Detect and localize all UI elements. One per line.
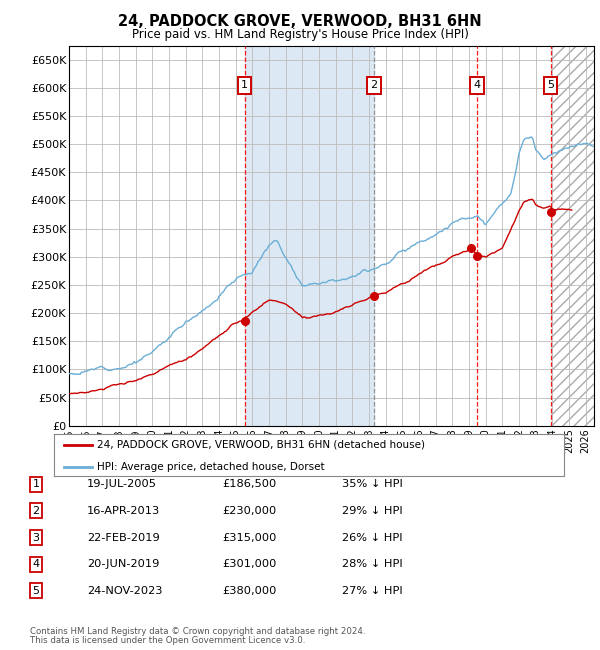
Text: £315,000: £315,000 — [222, 532, 277, 543]
Text: 5: 5 — [547, 81, 554, 90]
Text: 1: 1 — [32, 479, 40, 489]
Text: 19-JUL-2005: 19-JUL-2005 — [87, 479, 157, 489]
Text: 24-NOV-2023: 24-NOV-2023 — [87, 586, 163, 596]
Text: 16-APR-2013: 16-APR-2013 — [87, 506, 160, 516]
Text: Contains HM Land Registry data © Crown copyright and database right 2024.: Contains HM Land Registry data © Crown c… — [30, 627, 365, 636]
Text: 2: 2 — [32, 506, 40, 516]
Text: 1: 1 — [241, 81, 248, 90]
Text: 26% ↓ HPI: 26% ↓ HPI — [342, 532, 403, 543]
Text: 3: 3 — [32, 532, 40, 543]
Text: This data is licensed under the Open Government Licence v3.0.: This data is licensed under the Open Gov… — [30, 636, 305, 645]
Text: 29% ↓ HPI: 29% ↓ HPI — [342, 506, 403, 516]
Text: £301,000: £301,000 — [222, 559, 277, 569]
Bar — [551, 46, 594, 426]
Text: 20-JUN-2019: 20-JUN-2019 — [87, 559, 160, 569]
Text: 4: 4 — [32, 559, 40, 569]
Text: HPI: Average price, detached house, Dorset: HPI: Average price, detached house, Dors… — [97, 462, 325, 471]
Text: 24, PADDOCK GROVE, VERWOOD, BH31 6HN (detached house): 24, PADDOCK GROVE, VERWOOD, BH31 6HN (de… — [97, 440, 425, 450]
Text: £380,000: £380,000 — [222, 586, 277, 596]
Text: 2: 2 — [370, 81, 377, 90]
Text: £186,500: £186,500 — [222, 479, 276, 489]
Text: £230,000: £230,000 — [222, 506, 276, 516]
Text: Price paid vs. HM Land Registry's House Price Index (HPI): Price paid vs. HM Land Registry's House … — [131, 28, 469, 41]
Text: 24, PADDOCK GROVE, VERWOOD, BH31 6HN: 24, PADDOCK GROVE, VERWOOD, BH31 6HN — [118, 14, 482, 29]
Text: 28% ↓ HPI: 28% ↓ HPI — [342, 559, 403, 569]
Text: 27% ↓ HPI: 27% ↓ HPI — [342, 586, 403, 596]
Bar — [245, 46, 374, 426]
Text: 22-FEB-2019: 22-FEB-2019 — [87, 532, 160, 543]
Text: 4: 4 — [473, 81, 481, 90]
Text: 35% ↓ HPI: 35% ↓ HPI — [342, 479, 403, 489]
Text: 5: 5 — [32, 586, 40, 596]
